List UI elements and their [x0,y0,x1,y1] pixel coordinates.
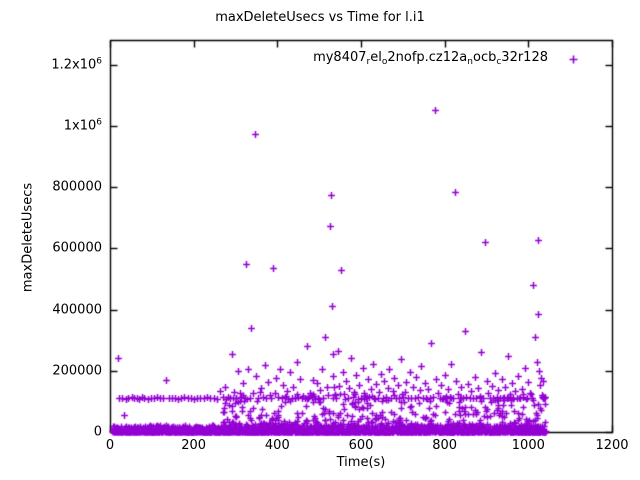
x-tick-label: 600 [348,438,374,453]
y-tick-label: 800000 [52,179,102,195]
x-tick-label: 1000 [511,438,545,453]
y-tick-label: 0 [93,424,102,440]
x-tick-label: 800 [432,438,458,453]
x-axis-title: Time(s) [336,455,386,470]
x-tick-label: 200 [181,438,207,453]
x-tick-label: 0 [105,438,115,453]
y-tick-label: 200000 [52,363,102,379]
legend-entry-label: my8407relo2nofp.cz12anocbc32r128 [313,50,548,67]
y-tick-label: 600000 [52,240,102,256]
y-tick-label: 1x106 [63,117,102,134]
y-tick-label: 1.2x106 [51,56,102,72]
x-tick-label: 1200 [595,438,629,453]
x-tick-label: 400 [264,438,290,453]
y-tick-label: 400000 [52,302,102,317]
chart-title: maxDeleteUsecs vs Time for l.i1 [215,10,425,25]
